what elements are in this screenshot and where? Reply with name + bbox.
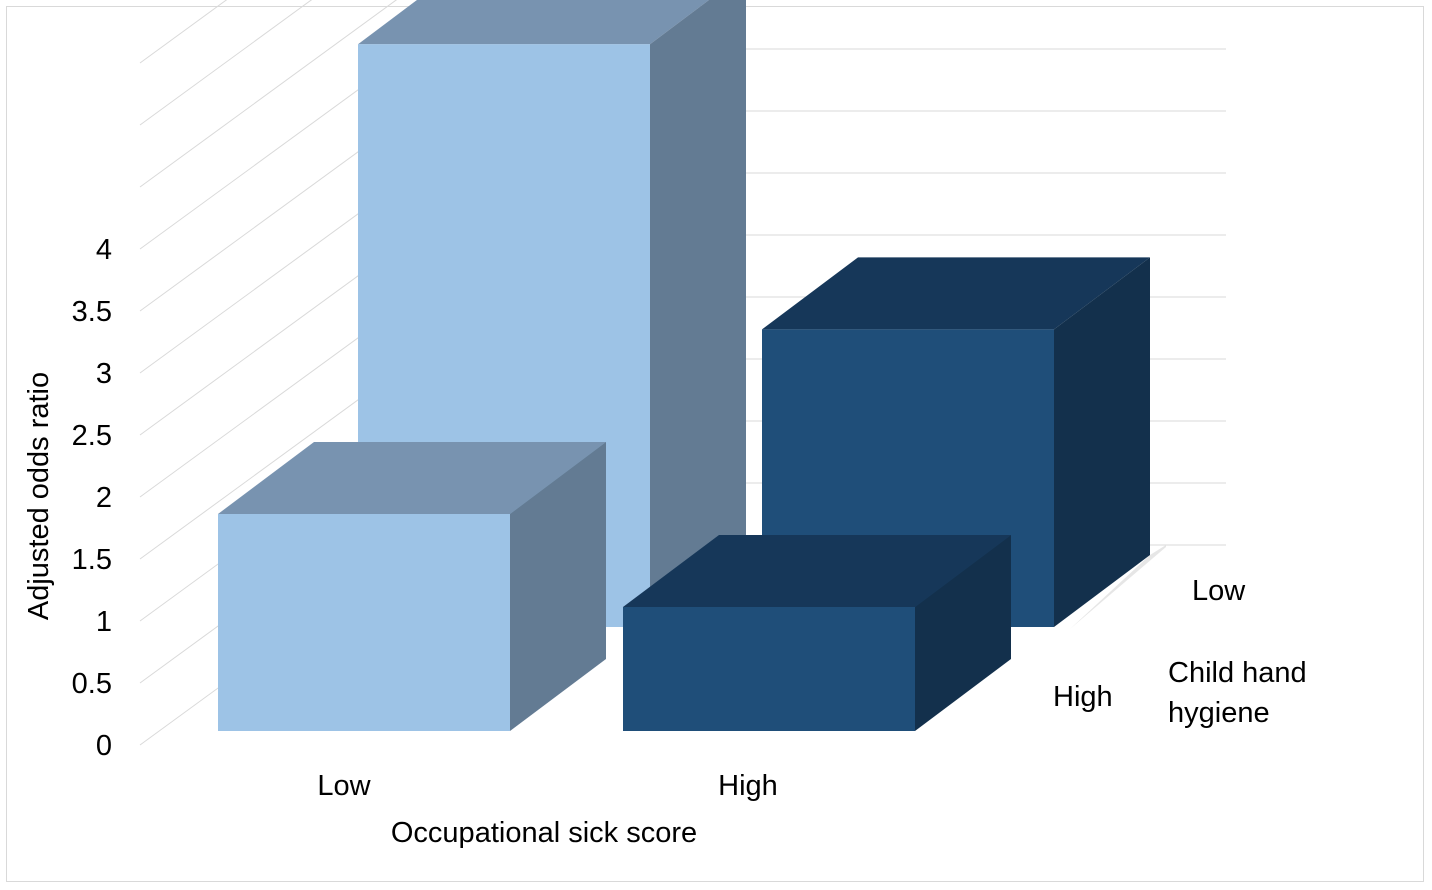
bar-side-face: [915, 535, 1011, 731]
depth-tick-label-high: High: [1053, 681, 1113, 713]
bar-top-face: [623, 535, 1011, 607]
x-axis-ticks: Low High: [317, 770, 777, 802]
y-tick-label: 2: [96, 482, 112, 514]
depth-axis-ticks: Low High: [1053, 575, 1246, 713]
y-tick-label: 2.5: [72, 420, 112, 452]
bar-side-face: [1054, 257, 1150, 627]
side-wall-gridline: [139, 0, 313, 126]
bar-top-face: [358, 0, 709, 45]
bar-front-face: [623, 607, 915, 731]
depth-axis-title: Child hand hygiene: [1168, 657, 1315, 729]
x-tick-label-high: High: [718, 770, 778, 802]
bar-high-low: [218, 442, 606, 731]
side-wall-gridline: [139, 0, 228, 64]
bar-side-face: [650, 0, 746, 627]
y-tick-label: 4: [96, 234, 112, 266]
bar-side-face: [510, 442, 606, 731]
y-axis-title: Adjusted odds ratio: [23, 372, 55, 620]
x-axis-title: Occupational sick score: [391, 817, 697, 849]
y-tick-label: 0: [96, 730, 112, 762]
y-tick-label: 1: [96, 606, 112, 638]
x-tick-label-low: Low: [317, 770, 371, 802]
bar-top-face: [218, 442, 606, 514]
bar-front-face: [218, 514, 510, 731]
y-tick-label: 3.5: [72, 296, 112, 328]
chart-floor-edge: [1070, 545, 1166, 629]
depth-axis-title-line-2: hygiene: [1168, 697, 1270, 729]
depth-axis-title-line-1: Child hand: [1168, 657, 1307, 689]
depth-tick-label-low: Low: [1192, 575, 1246, 607]
bar-top-face: [762, 257, 1150, 330]
y-tick-label: 0.5: [72, 668, 112, 700]
y-tick-label: 1.5: [72, 544, 112, 576]
y-tick-label: 3: [96, 358, 112, 390]
bar-high-high: [623, 535, 1011, 731]
chart-bars: [218, 0, 1150, 731]
y-axis-ticks: 0 0.5 1 1.5 2 2.5 3 3.5 4: [72, 234, 112, 762]
side-wall-gridline: [139, 0, 398, 188]
